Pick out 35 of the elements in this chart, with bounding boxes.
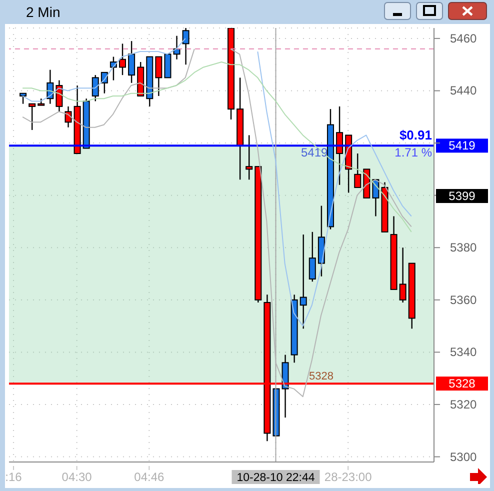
- candlestick: [336, 106, 344, 186]
- candlestick: [64, 106, 72, 128]
- x-tick-label: 04:30: [62, 470, 92, 484]
- candlestick: [28, 103, 36, 131]
- annotation: 5328: [309, 370, 334, 383]
- y-tick-label: 5460: [450, 31, 478, 46]
- x-tick-label: 28-23:00: [324, 470, 372, 484]
- x-tick-label: 04:46: [134, 470, 164, 484]
- candlestick: [300, 234, 307, 330]
- y-tick-label: 5380: [450, 240, 478, 255]
- candlestick: [354, 152, 362, 188]
- x-tick-label: 10-28-10 22:44: [236, 472, 316, 484]
- y-tick-label: 5440: [450, 84, 478, 98]
- y-tick-label: 5320: [450, 397, 478, 412]
- candlestick: [155, 56, 162, 97]
- candlestick: [92, 74, 99, 102]
- chart-title: 2 Min: [26, 4, 60, 20]
- annotation: $0.91: [399, 128, 432, 143]
- text: 5399: [448, 189, 476, 203]
- y-tick-label: 5340: [450, 345, 478, 360]
- candlestick: [164, 54, 172, 78]
- candlestick: [182, 28, 190, 66]
- candlestick: [128, 40, 136, 84]
- candlestick: [308, 231, 316, 282]
- candlestick: [20, 92, 27, 104]
- y-tick-label: 5300: [450, 450, 478, 464]
- ref-line-label: 5328: [448, 376, 476, 391]
- ref-line-label: 5419: [448, 138, 476, 153]
- annotation: 1.71 %: [394, 146, 432, 160]
- x-tick-label: :16: [5, 470, 22, 484]
- y-tick-label: 5360: [450, 292, 478, 307]
- candlestick: [246, 134, 253, 180]
- candlestick: [56, 80, 63, 112]
- candlestick: [119, 43, 126, 76]
- candlestick: [399, 247, 406, 304]
